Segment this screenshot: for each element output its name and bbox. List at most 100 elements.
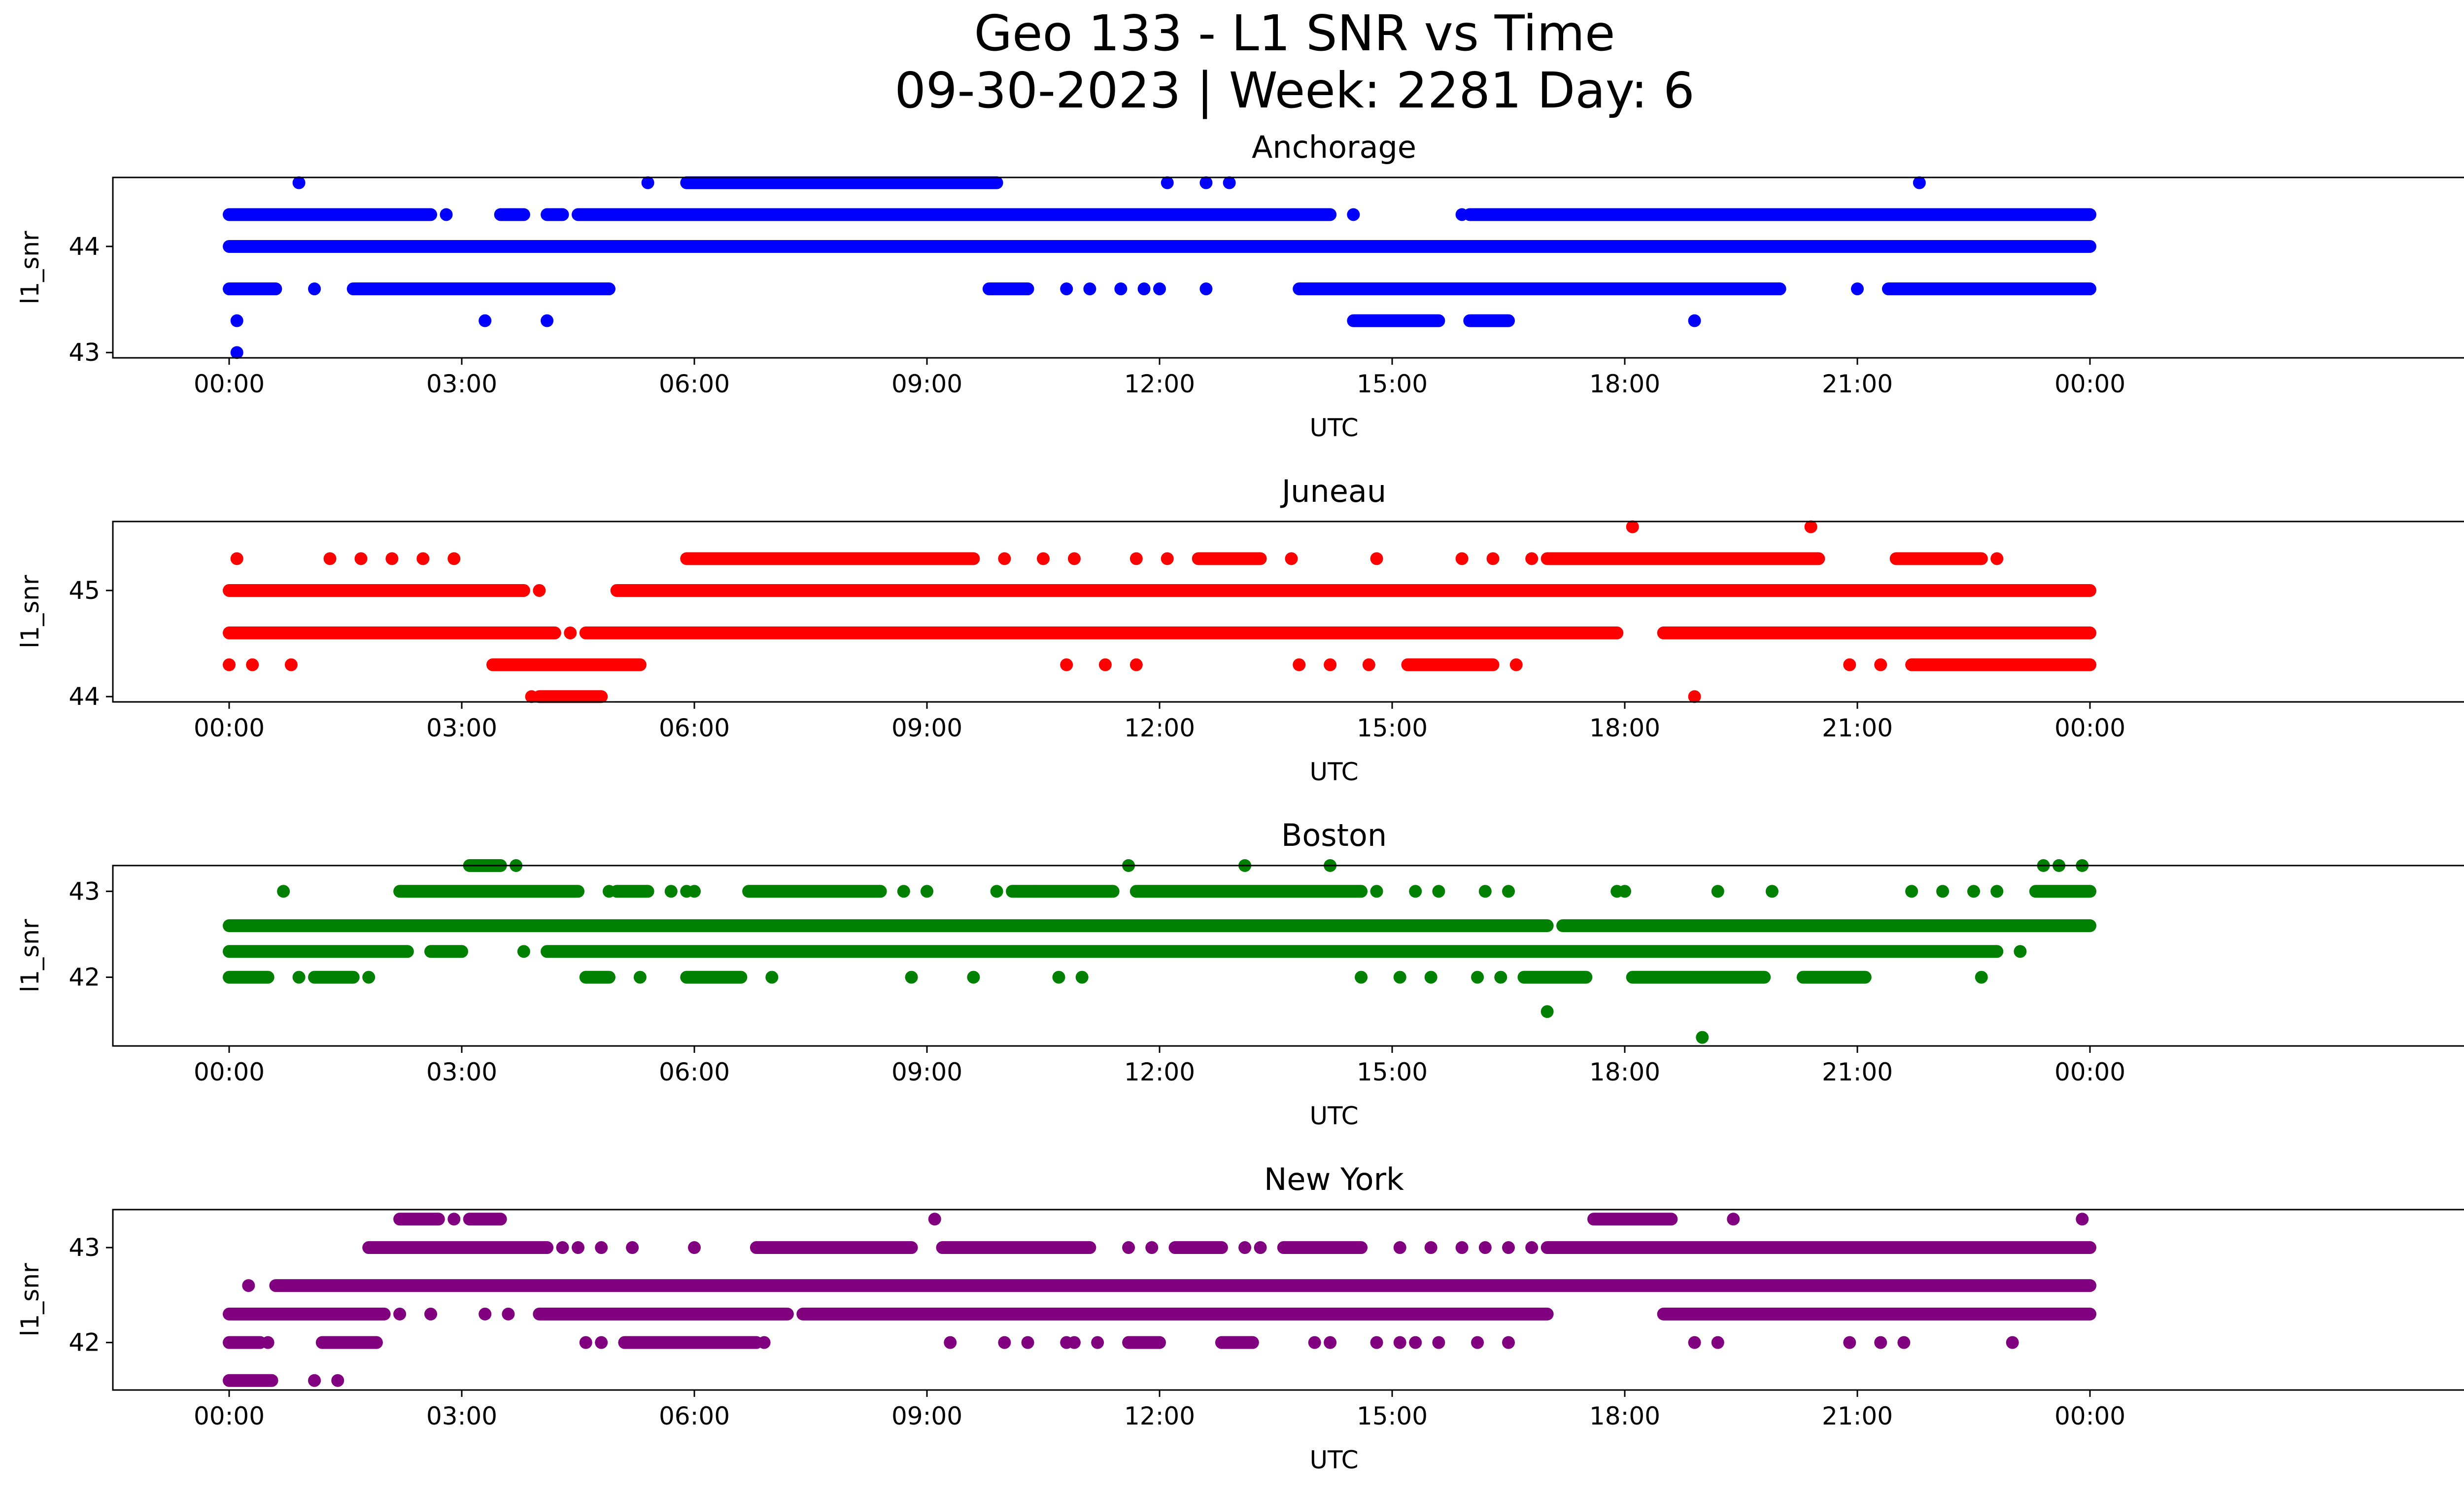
scatter-point (1285, 552, 1298, 565)
scatter-point (664, 885, 678, 898)
scatter-point (502, 1307, 515, 1321)
scatter-point (1060, 658, 1073, 671)
scatter-point (1688, 690, 1701, 703)
scatter-point (1409, 1336, 1422, 1349)
scatter-point (921, 885, 933, 898)
x-tick-label: 12:00 (1124, 370, 1195, 398)
scatter-point (479, 314, 492, 327)
scatter-point (230, 919, 243, 932)
scatter-point (1308, 1336, 1321, 1349)
y-tick-label: 42 (68, 963, 100, 992)
subplot-new-york: New York 42 43 00:00 03:00 06:00 09:00 12:00 1… (16, 1161, 2464, 1474)
scatter-point (1874, 1336, 1887, 1349)
scatter-point (2014, 945, 2027, 958)
scatter-point (556, 1241, 569, 1254)
scatter-point (1293, 658, 1306, 671)
scatter-point (1129, 658, 1143, 671)
scatter-point (1122, 1241, 1135, 1254)
scatter-points (223, 859, 2096, 1044)
x-tick-label: 00:00 (194, 370, 265, 398)
x-tick-label: 21:00 (1822, 370, 1893, 398)
scatter-point (1478, 885, 1492, 898)
scatter-point (1370, 1336, 1383, 1349)
scatter-point (1091, 1336, 1104, 1349)
scatter-point (1851, 282, 1864, 296)
plot-frame (112, 521, 2464, 703)
scatter-point (1037, 552, 1050, 565)
scatter-point (1905, 885, 1918, 898)
scatter-points (223, 176, 2096, 359)
scatter-point (1098, 658, 1112, 671)
scatter-point (1083, 282, 1096, 296)
scatter-point (308, 1374, 321, 1387)
scatter-point (998, 552, 1011, 565)
scatter-point (1471, 971, 1484, 984)
scatter-point (998, 1336, 1011, 1349)
x-tick-label: 12:00 (1124, 714, 1195, 742)
x-tick-label: 03:00 (426, 1058, 497, 1086)
scatter-point (1029, 885, 1042, 898)
subplot-title: New York (1264, 1161, 1404, 1197)
scatter-point (1696, 1031, 1709, 1044)
scatter-point (688, 885, 701, 898)
scatter-point (595, 1241, 608, 1254)
scatter-point (1129, 552, 1143, 565)
x-tick-label: 00:00 (2054, 370, 2125, 398)
scatter-point (230, 314, 243, 327)
plot-frame (112, 865, 2464, 1047)
scatter-point (1223, 176, 1236, 189)
x-tick-label: 15:00 (1357, 1402, 1428, 1430)
scatter-point (1478, 1241, 1492, 1254)
scatter-point (1370, 885, 1383, 898)
x-axis: 00:00 03:00 06:00 09:00 12:00 15:00 18:00 21:00… (194, 1390, 2125, 1430)
scatter-point (564, 626, 577, 640)
scatter-point (990, 885, 1003, 898)
scatter-point (1990, 552, 2004, 565)
scatter-point (242, 1279, 255, 1292)
y-tick-label: 45 (68, 576, 100, 605)
scatter-point (1355, 971, 1368, 984)
y-tick-label: 43 (68, 338, 100, 367)
scatter-point (284, 658, 298, 671)
scatter-point (230, 346, 243, 359)
scatter-point (626, 1241, 639, 1254)
subplot-anchorage: Anchorage 43 44 00:00 03:00 06:00 09:00 12:00… (16, 129, 2464, 442)
y-axis: 42 43 (68, 877, 113, 992)
scatter-point (1525, 552, 1539, 565)
scatter-point (1199, 282, 1213, 296)
scatter-point (1471, 1336, 1484, 1349)
scatter-point (230, 552, 243, 565)
y-axis-label: l1_snr (16, 575, 44, 648)
scatter-point (362, 971, 376, 984)
scatter-point (447, 1213, 461, 1226)
x-tick-label: 00:00 (194, 714, 265, 742)
scatter-point (1455, 208, 1469, 221)
scatter-point (517, 945, 530, 958)
scatter-point (1114, 282, 1128, 296)
subplot-title: Juneau (1280, 473, 1386, 509)
scatter-point (1936, 885, 1950, 898)
scatter-point (1494, 971, 1507, 984)
scatter-point (1843, 658, 1856, 671)
scatter-point (641, 176, 654, 189)
x-tick-label: 18:00 (1589, 1058, 1660, 1086)
x-tick-label: 06:00 (659, 370, 730, 398)
scatter-point (1502, 885, 1515, 898)
x-tick-label: 09:00 (891, 1402, 962, 1430)
scatter-point (292, 971, 306, 984)
x-tick-label: 00:00 (2054, 1058, 2125, 1086)
x-tick-label: 00:00 (194, 1402, 265, 1430)
x-axis-label: UTC (1309, 1446, 1358, 1474)
scatter-point (1393, 1336, 1406, 1349)
scatter-point (1067, 1336, 1081, 1349)
scatter-point (765, 971, 779, 984)
scatter-point (1688, 314, 1701, 327)
scatter-point (1409, 885, 1422, 898)
scatter-point (1975, 971, 1988, 984)
scatter-point (1967, 885, 1980, 898)
plot-frame (112, 1209, 2464, 1391)
figure-title-line1: Geo 133 - L1 SNR vs Time (974, 4, 1615, 62)
scatter-point (602, 885, 616, 898)
scatter-point (440, 208, 453, 221)
